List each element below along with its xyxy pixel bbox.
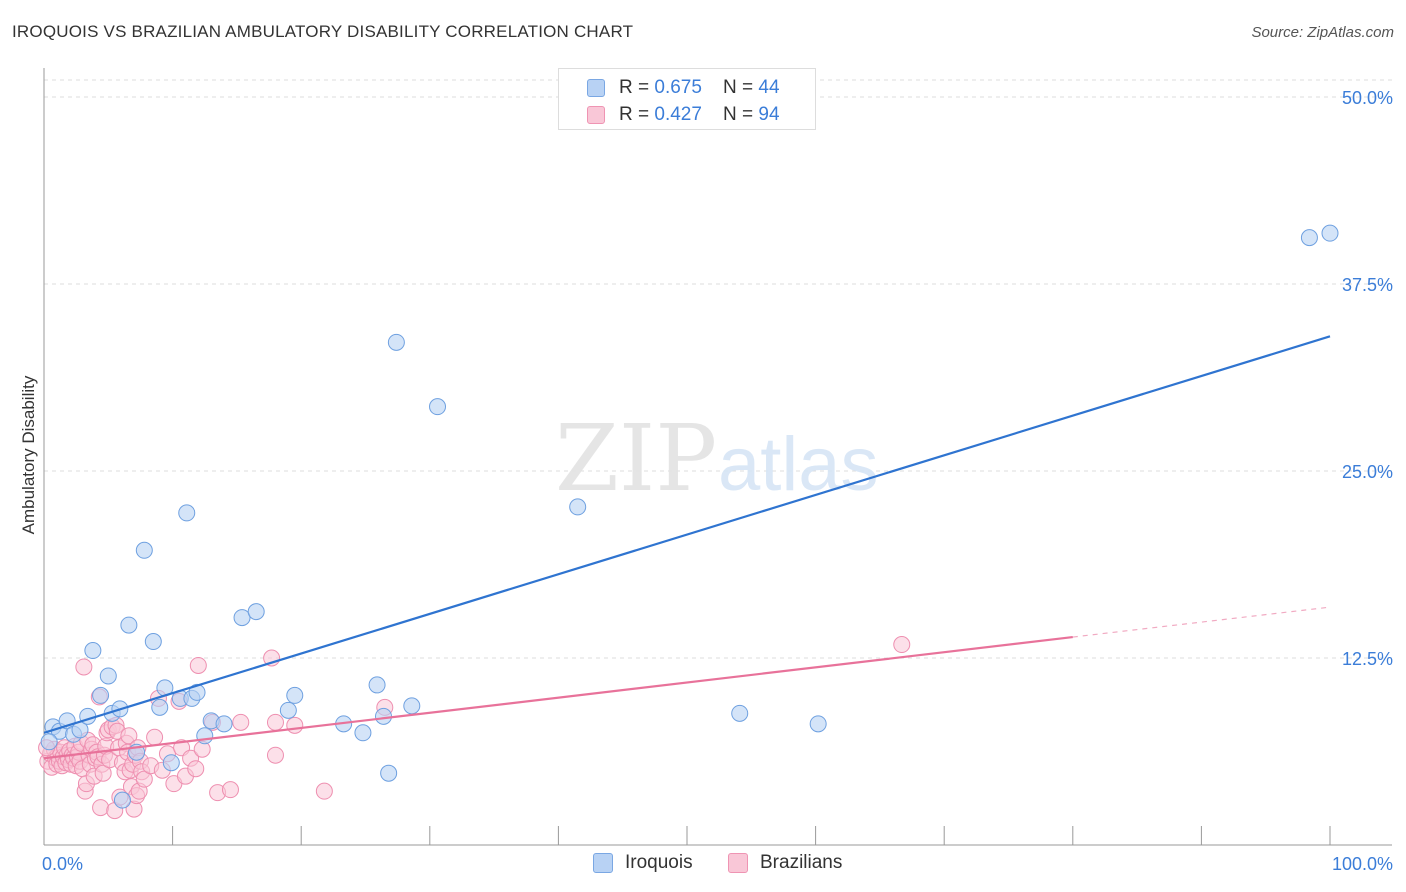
point-iroquois	[809, 715, 827, 733]
bottom-legend-swatch-brazilians	[728, 853, 748, 873]
y-tick-label: 12.5%	[1342, 649, 1393, 669]
watermark-zip: ZIP	[555, 405, 717, 512]
trend-line-brazilians	[43, 635, 1073, 760]
y-tick-label: 50.0%	[1342, 88, 1393, 108]
point-brazilians	[120, 727, 138, 745]
legend-swatch-iroquois	[587, 79, 605, 97]
legend-r-label: R =	[619, 104, 655, 125]
point-iroquois	[92, 686, 110, 704]
point-iroquois	[135, 541, 153, 559]
point-iroquois	[188, 683, 206, 701]
point-brazilians	[266, 746, 284, 764]
point-iroquois	[1300, 229, 1318, 247]
x-tick-label: 100.0%	[1332, 854, 1393, 874]
point-iroquois	[144, 633, 162, 651]
x-tick-label: 0.0%	[42, 854, 83, 874]
legend-n-label: N =	[723, 104, 759, 125]
point-iroquois	[196, 727, 214, 745]
point-brazilians	[75, 658, 93, 676]
legend-r-value: 0.675	[654, 77, 702, 98]
point-iroquois	[215, 715, 233, 733]
axis-labels: 12.5% 25.0% 37.5% 50.0% 0.0% 100.0% Ambulatory…	[19, 88, 1393, 874]
legend-swatch-brazilians	[587, 106, 605, 124]
legend-n-value: 44	[758, 77, 780, 98]
point-brazilians	[221, 781, 239, 799]
point-iroquois	[375, 707, 393, 725]
point-iroquois	[233, 609, 251, 627]
point-brazilians	[315, 782, 333, 800]
point-brazilians	[893, 636, 911, 654]
point-brazilians	[187, 760, 205, 778]
watermark-atlas: atlas	[718, 422, 879, 507]
point-brazilians	[146, 728, 164, 746]
point-iroquois	[279, 701, 297, 719]
point-iroquois	[113, 791, 131, 809]
point-iroquois	[99, 667, 117, 685]
bottom-legend-label-iroquois: Iroquois	[625, 852, 693, 873]
legend-n-value: 94	[758, 104, 780, 125]
point-iroquois	[403, 697, 421, 715]
trend-line-iroquois	[43, 335, 1331, 734]
point-iroquois	[387, 333, 405, 351]
point-brazilians	[286, 716, 304, 734]
point-iroquois	[178, 504, 196, 522]
point-brazilians	[92, 799, 110, 817]
point-iroquois	[368, 676, 386, 694]
bottom-legend-label-brazilians: Brazilians	[760, 852, 843, 873]
point-brazilians	[189, 656, 207, 674]
point-iroquois	[731, 704, 749, 722]
correlation-legend: R = 0.675 N = 44 R = 0.427 N = 94	[558, 68, 816, 130]
point-brazilians	[266, 713, 284, 731]
point-iroquois	[40, 733, 58, 751]
source-label: Source: ZipAtlas.com	[1251, 24, 1394, 41]
point-iroquois	[151, 698, 169, 716]
point-iroquois	[162, 754, 180, 772]
bottom-legend-swatch-iroquois	[593, 853, 613, 873]
point-brazilians	[232, 713, 250, 731]
legend-r-label: R =	[619, 77, 655, 98]
watermark: ZIP atlas	[555, 405, 879, 512]
axes-layer	[43, 68, 1392, 846]
chart-title: IROQUOIS VS BRAZILIAN AMBULATORY DISABIL…	[12, 22, 634, 41]
y-tick-label: 25.0%	[1342, 462, 1393, 482]
series-brazilians-points	[38, 636, 911, 820]
legend-r-value: 0.427	[654, 104, 702, 125]
trend-lines	[43, 335, 1331, 760]
point-iroquois	[247, 603, 265, 621]
point-iroquois	[84, 642, 102, 660]
point-iroquois	[429, 398, 447, 416]
y-tick-label: 37.5%	[1342, 275, 1393, 295]
point-iroquois	[569, 498, 587, 516]
point-iroquois	[354, 724, 372, 742]
point-iroquois	[120, 616, 138, 634]
point-iroquois	[286, 686, 304, 704]
point-iroquois	[1321, 224, 1339, 242]
y-axis-title: Ambulatory Disability	[19, 375, 38, 534]
trend-line-brazilians-extension	[1072, 606, 1331, 638]
grid-layer	[44, 79, 1392, 659]
legend-n-label: N =	[723, 77, 759, 98]
point-iroquois	[380, 764, 398, 782]
